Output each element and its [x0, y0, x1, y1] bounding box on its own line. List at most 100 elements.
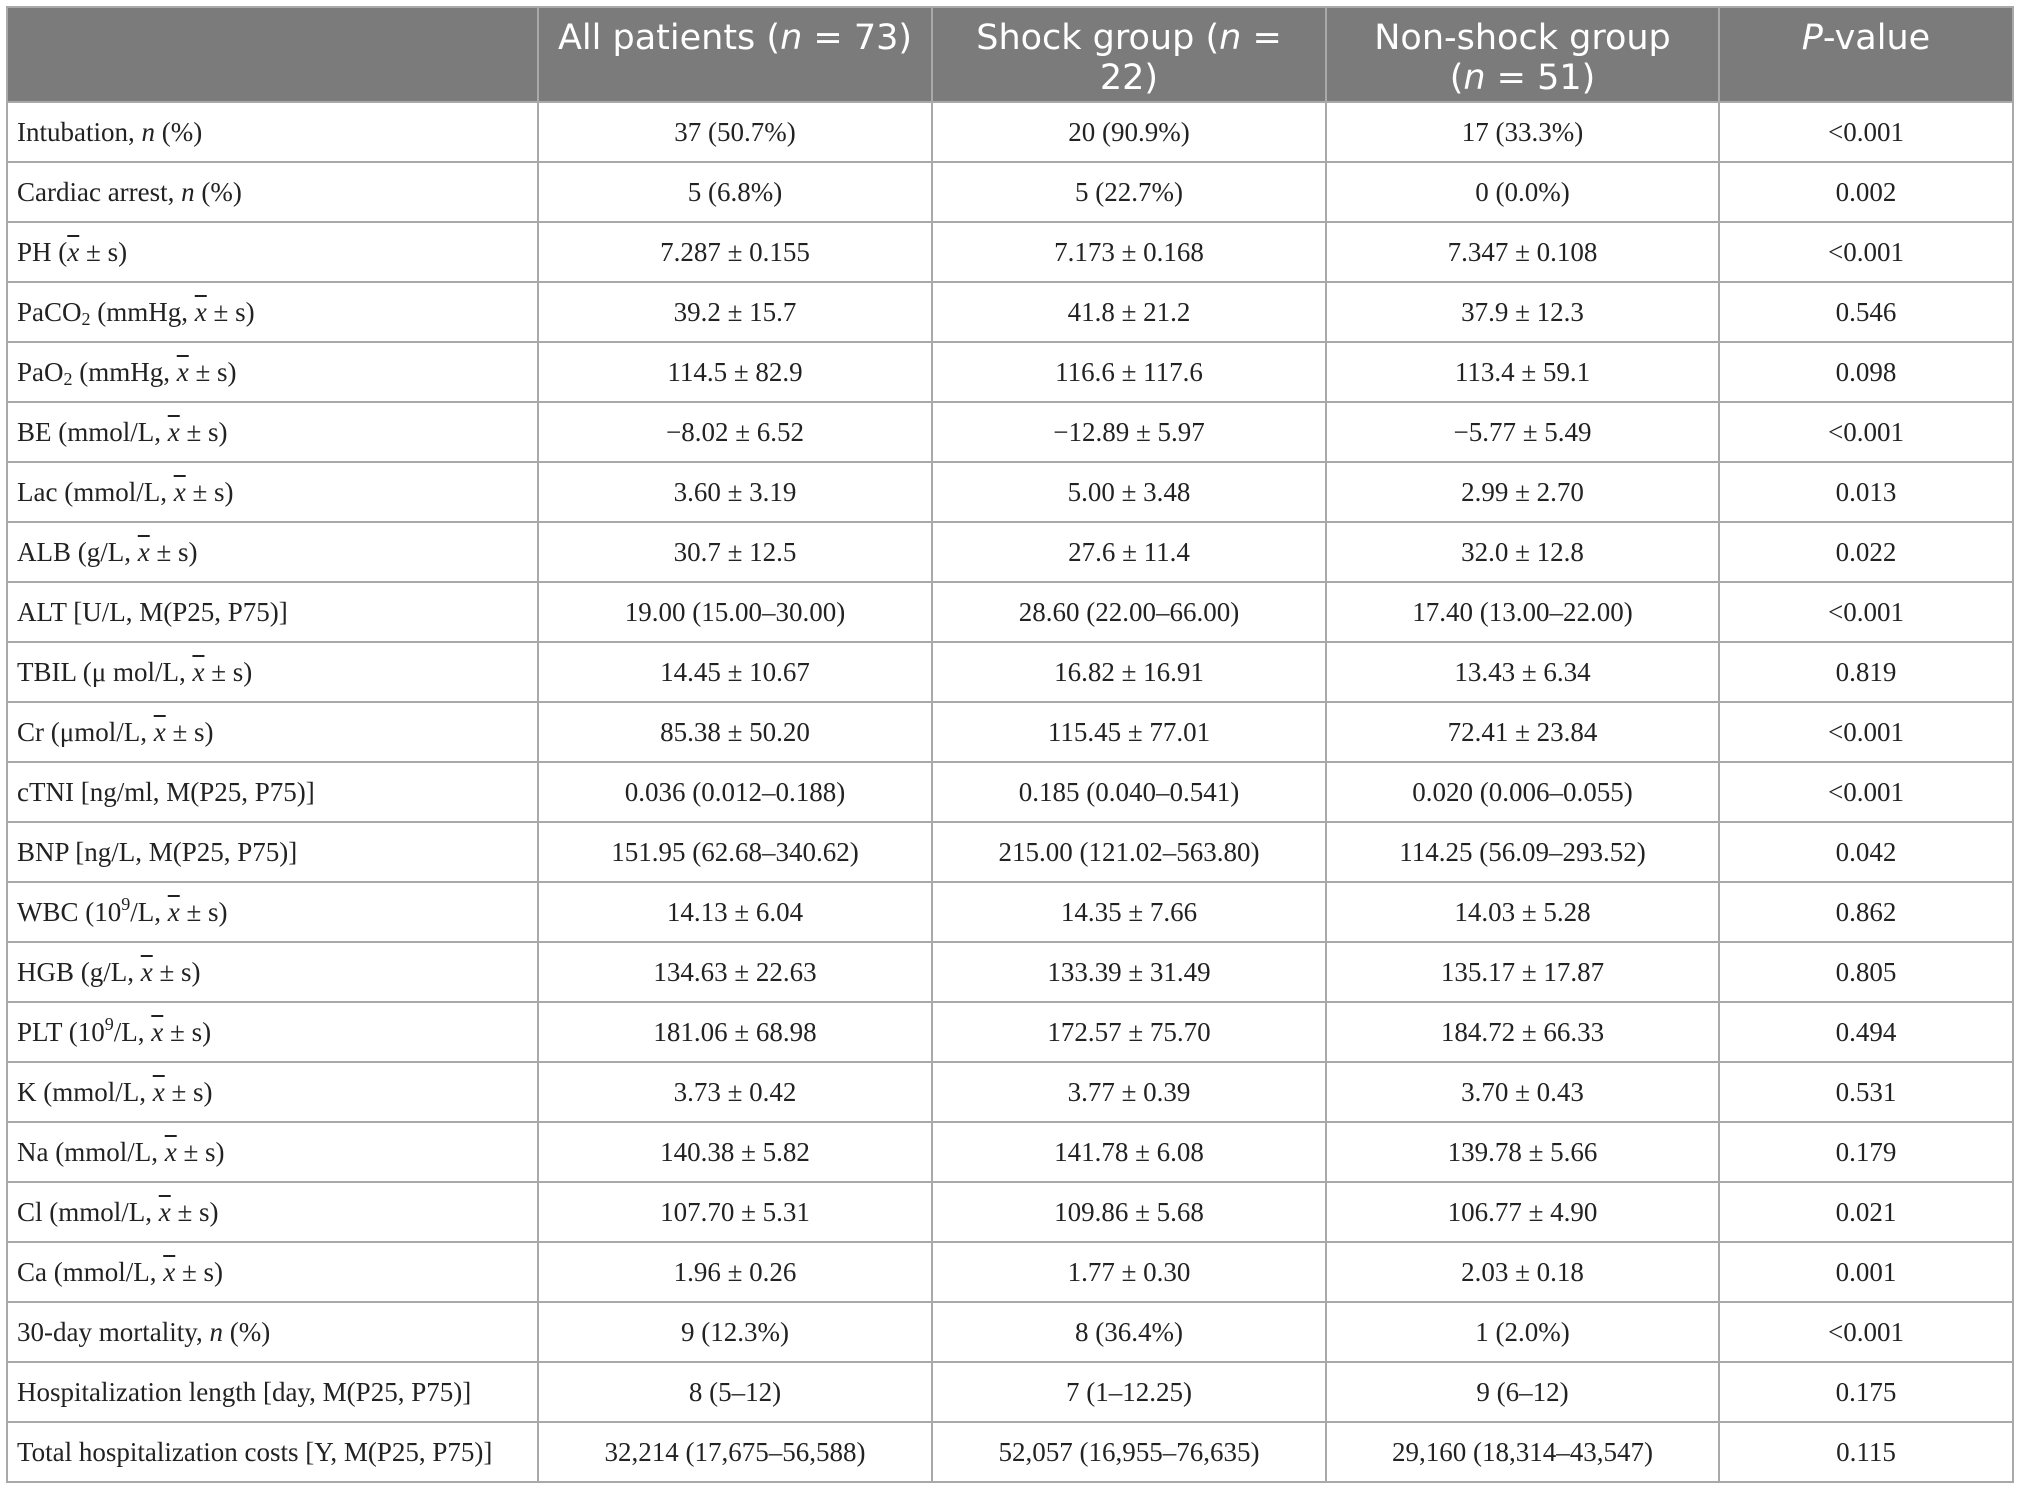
table-row: BE (mmol/L, x ± s) −8.02 ± 6.52 −12.89 ± 5…: [6, 401, 2014, 463]
cell-all-patients: 39.2 ± 15.7: [537, 281, 933, 343]
row-label: BNP [ng/L, M(P25, P75)]: [6, 821, 539, 883]
cell-non-shock-group: 0 (0.0%): [1325, 161, 1720, 223]
header-blank-cell: [6, 6, 539, 103]
table-row: Na (mmol/L, x ± s) 140.38 ± 5.82 141.78 ± …: [6, 1121, 2014, 1183]
cell-shock-group: 7.173 ± 0.168: [931, 221, 1327, 283]
header-all-patients: All patients (n = 73): [537, 6, 933, 103]
row-label: K (mmol/L, x ± s): [6, 1061, 539, 1123]
cell-non-shock-group: 17.40 (13.00–22.00): [1325, 581, 1720, 643]
cell-shock-group: 109.86 ± 5.68: [931, 1181, 1327, 1243]
cell-non-shock-group: 135.17 ± 17.87: [1325, 941, 1720, 1003]
row-label: cTNI [ng/ml, M(P25, P75)]: [6, 761, 539, 823]
cell-shock-group: 133.39 ± 31.49: [931, 941, 1327, 1003]
cell-all-patients: 9 (12.3%): [537, 1301, 933, 1363]
cell-all-patients: 7.287 ± 0.155: [537, 221, 933, 283]
cell-p-value: 0.115: [1718, 1421, 2014, 1483]
cell-p-value: <0.001: [1718, 401, 2014, 463]
cell-all-patients: 107.70 ± 5.31: [537, 1181, 933, 1243]
table-row: 30-day mortality, n (%) 9 (12.3%) 8 (36.4%…: [6, 1301, 2014, 1363]
cell-shock-group: 215.00 (121.02–563.80): [931, 821, 1327, 883]
cell-all-patients: 151.95 (62.68–340.62): [537, 821, 933, 883]
cell-all-patients: 134.63 ± 22.63: [537, 941, 933, 1003]
cell-p-value: 0.862: [1718, 881, 2014, 943]
table-row: cTNI [ng/ml, M(P25, P75)] 0.036 (0.012–0.…: [6, 761, 2014, 823]
row-label: Hospitalization length [day, M(P25, P75)…: [6, 1361, 539, 1423]
table-row: BNP [ng/L, M(P25, P75)] 151.95 (62.68–340…: [6, 821, 2014, 883]
table-row: PaO2 (mmHg, x ± s) 114.5 ± 82.9 116.6 ± 11…: [6, 341, 2014, 403]
cell-p-value: 0.013: [1718, 461, 2014, 523]
cell-shock-group: 141.78 ± 6.08: [931, 1121, 1327, 1183]
row-label: Total hospitalization costs [Y, M(P25, P…: [6, 1421, 539, 1483]
table-row: Intubation, n (%) 37 (50.7%) 20 (90.9%) 17 …: [6, 101, 2014, 163]
header-p-value: P-value: [1718, 6, 2014, 103]
cell-shock-group: 16.82 ± 16.91: [931, 641, 1327, 703]
cell-non-shock-group: 72.41 ± 23.84: [1325, 701, 1720, 763]
cell-non-shock-group: 7.347 ± 0.108: [1325, 221, 1720, 283]
cell-all-patients: 5 (6.8%): [537, 161, 933, 223]
cell-non-shock-group: 139.78 ± 5.66: [1325, 1121, 1720, 1183]
cell-p-value: <0.001: [1718, 581, 2014, 643]
cell-p-value: 0.179: [1718, 1121, 2014, 1183]
header-non-shock-group: Non-shock group (n = 51): [1325, 6, 1720, 103]
cell-non-shock-group: 2.03 ± 0.18: [1325, 1241, 1720, 1303]
table-header: All patients (n = 73) Shock group (n = 2…: [6, 6, 2014, 103]
row-label: WBC (109/L, x ± s): [6, 881, 539, 943]
cell-shock-group: 41.8 ± 21.2: [931, 281, 1327, 343]
cell-shock-group: 7 (1–12.25): [931, 1361, 1327, 1423]
cell-all-patients: 8 (5–12): [537, 1361, 933, 1423]
cell-shock-group: 28.60 (22.00–66.00): [931, 581, 1327, 643]
row-label: PaCO2 (mmHg, x ± s): [6, 281, 539, 343]
cell-all-patients: 14.45 ± 10.67: [537, 641, 933, 703]
table-row: Ca (mmol/L, x ± s) 1.96 ± 0.26 1.77 ± 0.30…: [6, 1241, 2014, 1303]
cell-p-value: 0.021: [1718, 1181, 2014, 1243]
cell-shock-group: 116.6 ± 117.6: [931, 341, 1327, 403]
cell-all-patients: 1.96 ± 0.26: [537, 1241, 933, 1303]
cell-shock-group: 52,057 (16,955–76,635): [931, 1421, 1327, 1483]
table-row: ALT [U/L, M(P25, P75)] 19.00 (15.00–30.00…: [6, 581, 2014, 643]
cell-shock-group: 5 (22.7%): [931, 161, 1327, 223]
cell-p-value: <0.001: [1718, 101, 2014, 163]
table-row: ALB (g/L, x ± s) 30.7 ± 12.5 27.6 ± 11.4 32…: [6, 521, 2014, 583]
cell-non-shock-group: 184.72 ± 66.33: [1325, 1001, 1720, 1063]
cell-p-value: 0.805: [1718, 941, 2014, 1003]
comparison-table: All patients (n = 73) Shock group (n = 2…: [6, 6, 2014, 1483]
table-row: Lac (mmol/L, x ± s) 3.60 ± 3.19 5.00 ± 3.4…: [6, 461, 2014, 523]
table-row: Total hospitalization costs [Y, M(P25, P…: [6, 1421, 2014, 1483]
row-label: Na (mmol/L, x ± s): [6, 1121, 539, 1183]
cell-p-value: <0.001: [1718, 1301, 2014, 1363]
cell-p-value: 0.042: [1718, 821, 2014, 883]
cell-shock-group: 0.185 (0.040–0.541): [931, 761, 1327, 823]
row-label: PLT (109/L, x ± s): [6, 1001, 539, 1063]
cell-shock-group: 115.45 ± 77.01: [931, 701, 1327, 763]
cell-non-shock-group: 29,160 (18,314–43,547): [1325, 1421, 1720, 1483]
cell-non-shock-group: 3.70 ± 0.43: [1325, 1061, 1720, 1123]
cell-non-shock-group: −5.77 ± 5.49: [1325, 401, 1720, 463]
row-label: ALB (g/L, x ± s): [6, 521, 539, 583]
row-label: PH (x ± s): [6, 221, 539, 283]
cell-p-value: 0.546: [1718, 281, 2014, 343]
table-row: PaCO2 (mmHg, x ± s) 39.2 ± 15.7 41.8 ± 21.…: [6, 281, 2014, 343]
table-row: WBC (109/L, x ± s) 14.13 ± 6.04 14.35 ± 7.…: [6, 881, 2014, 943]
cell-shock-group: 8 (36.4%): [931, 1301, 1327, 1363]
row-label: Cr (μmol/L, x ± s): [6, 701, 539, 763]
cell-p-value: 0.022: [1718, 521, 2014, 583]
cell-all-patients: 30.7 ± 12.5: [537, 521, 933, 583]
row-label: 30-day mortality, n (%): [6, 1301, 539, 1363]
cell-all-patients: 14.13 ± 6.04: [537, 881, 933, 943]
header-shock-group: Shock group (n = 22): [931, 6, 1327, 103]
row-label: BE (mmol/L, x ± s): [6, 401, 539, 463]
cell-shock-group: 3.77 ± 0.39: [931, 1061, 1327, 1123]
cell-p-value: 0.098: [1718, 341, 2014, 403]
cell-p-value: 0.175: [1718, 1361, 2014, 1423]
cell-shock-group: 14.35 ± 7.66: [931, 881, 1327, 943]
cell-non-shock-group: 17 (33.3%): [1325, 101, 1720, 163]
cell-non-shock-group: 1 (2.0%): [1325, 1301, 1720, 1363]
cell-non-shock-group: 114.25 (56.09–293.52): [1325, 821, 1720, 883]
cell-non-shock-group: 13.43 ± 6.34: [1325, 641, 1720, 703]
cell-non-shock-group: 32.0 ± 12.8: [1325, 521, 1720, 583]
cell-p-value: <0.001: [1718, 761, 2014, 823]
table-row: Cl (mmol/L, x ± s) 107.70 ± 5.31 109.86 ± …: [6, 1181, 2014, 1243]
cell-non-shock-group: 14.03 ± 5.28: [1325, 881, 1720, 943]
row-label: PaO2 (mmHg, x ± s): [6, 341, 539, 403]
cell-shock-group: −12.89 ± 5.97: [931, 401, 1327, 463]
